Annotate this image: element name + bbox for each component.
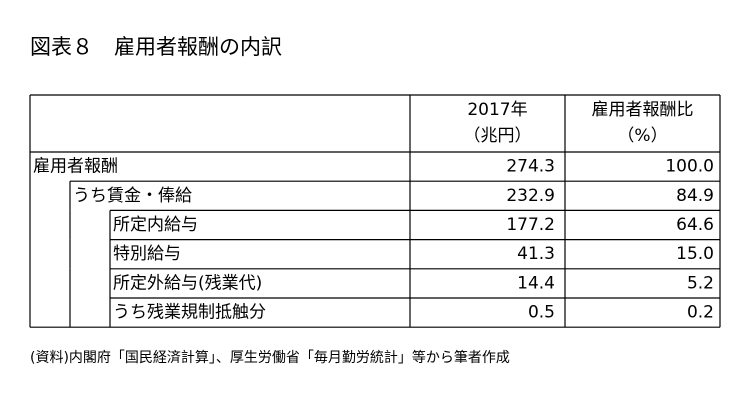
cell-value: 177.2 xyxy=(506,215,555,235)
row-label: うち賃金・俸給 xyxy=(73,186,192,206)
cell-value: 84.9 xyxy=(676,186,714,206)
column-header: （%） xyxy=(617,126,667,146)
row-label: 所定外給与(残業代) xyxy=(113,273,262,293)
cell-value: 274.3 xyxy=(506,157,555,177)
row-label: 雇用者報酬 xyxy=(33,157,118,177)
cell-value: 64.6 xyxy=(676,215,714,235)
cell-value: 100.0 xyxy=(665,157,714,177)
cell-value: 41.3 xyxy=(517,244,555,264)
cell-value: 14.4 xyxy=(517,273,555,293)
row-label: 所定内給与 xyxy=(113,215,198,235)
cell-value: 0.2 xyxy=(687,303,714,323)
cell-value: 5.2 xyxy=(687,273,714,293)
cell-value: 15.0 xyxy=(676,244,714,264)
cell-value: 0.5 xyxy=(528,303,555,323)
title: 図表８ 雇用者報酬の内訳 xyxy=(30,35,282,59)
row-label: 特別給与 xyxy=(113,244,181,264)
column-header: 2017年 xyxy=(467,100,527,120)
row-label: うち残業規制抵触分 xyxy=(113,303,266,323)
cell-value: 232.9 xyxy=(506,186,555,206)
column-header: （兆円） xyxy=(464,126,532,146)
source-note: (資料)内閣府「国民経済計算」、厚生労働省「毎月勤労統計」等から筆者作成 xyxy=(30,349,510,366)
column-header: 雇用者報酬比 xyxy=(592,100,694,120)
